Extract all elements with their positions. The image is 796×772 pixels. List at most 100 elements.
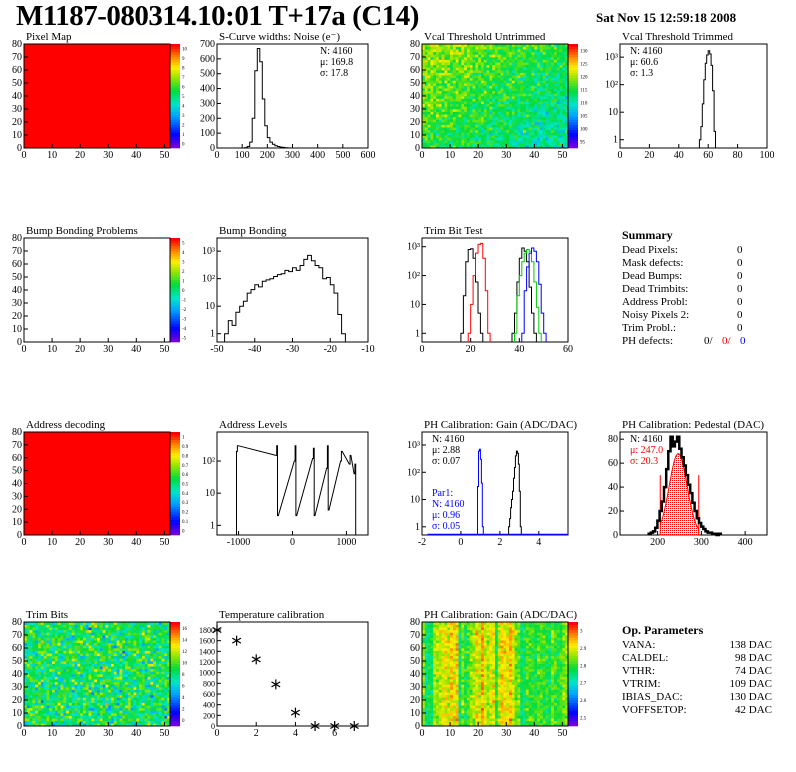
heatmap-cell	[464, 122, 468, 125]
x-tick-label: 200	[260, 150, 275, 161]
heatmap-cell	[503, 54, 507, 58]
heatmap-cell	[492, 67, 496, 71]
heatmap-cell	[478, 62, 482, 66]
heatmap-cell	[164, 720, 168, 724]
heatmap-cell	[88, 705, 92, 709]
heatmap-cell	[489, 101, 493, 105]
heatmap-cell	[141, 697, 146, 701]
heatmap-cell	[119, 718, 123, 722]
heatmap-cell	[97, 645, 101, 649]
heatmap-cell	[528, 62, 532, 66]
heatmap-cell	[422, 692, 426, 696]
heatmap-cell	[492, 101, 496, 105]
colorbar-segment	[568, 103, 578, 107]
heatmap-cell	[108, 723, 112, 727]
heatmap-cell	[74, 697, 78, 701]
heatmap-cell	[447, 54, 451, 58]
heatmap-cell	[542, 59, 546, 63]
heatmap-cell	[450, 103, 454, 107]
heatmap-cell	[150, 702, 154, 706]
heatmap-cell	[525, 101, 529, 105]
x-tick-label: 50	[159, 344, 169, 355]
heatmap-cell	[43, 715, 47, 719]
heatmap-cell	[430, 88, 434, 92]
heatmap-cell	[49, 627, 53, 631]
heatmap-cell	[539, 46, 544, 50]
heatmap-cell	[480, 101, 485, 105]
heatmap-cell	[66, 645, 70, 649]
heatmap-cell	[480, 109, 485, 112]
heatmap-cell	[514, 122, 518, 125]
heatmap-cell	[444, 127, 448, 131]
heatmap-cell	[517, 57, 521, 60]
heatmap-cell	[82, 648, 87, 651]
heatmap-cell	[60, 715, 64, 719]
heatmap-cell	[489, 98, 493, 102]
heatmap-cell	[125, 687, 129, 690]
heatmap-cell	[436, 57, 440, 60]
heatmap-cell	[514, 109, 518, 112]
heatmap-cell	[158, 658, 162, 662]
heatmap-cell	[427, 640, 431, 644]
heatmap-cell	[147, 681, 151, 685]
heatmap-cell	[452, 103, 456, 107]
heatmap-cell	[424, 145, 428, 149]
heatmap-cell	[537, 64, 541, 68]
heatmap-cell	[427, 129, 431, 133]
heatmap-cell	[441, 44, 445, 47]
heatmap-cell	[46, 645, 50, 649]
heatmap-cell	[24, 632, 28, 636]
heatmap-cell	[35, 684, 39, 688]
heatmap-cell	[497, 62, 501, 66]
heatmap-cell	[517, 49, 521, 53]
heatmap-cell	[545, 51, 549, 55]
colorbar-segment	[170, 44, 180, 47]
heatmap-cell	[427, 679, 431, 683]
heatmap-cell	[77, 661, 81, 664]
heatmap-cell	[24, 645, 28, 649]
heatmap-cell	[483, 140, 487, 144]
heatmap-cell	[43, 645, 47, 649]
x-tick-label: 2	[497, 537, 502, 548]
heatmap-cell	[553, 70, 558, 73]
heatmap-cell	[531, 96, 535, 99]
heatmap-cell	[438, 49, 442, 53]
heatmap-cell	[548, 70, 552, 73]
heatmap-cell	[60, 707, 64, 711]
date-stamp: Sat Nov 15 12:59:18 2008	[596, 10, 737, 25]
heatmap-cell	[447, 124, 451, 128]
colorbar-segment	[170, 323, 180, 327]
heatmap-cell	[489, 51, 493, 55]
heatmap-cell	[139, 676, 143, 680]
heatmap-cell	[539, 142, 544, 146]
heatmap-cell	[102, 655, 106, 659]
heatmap-cell	[475, 109, 479, 112]
heatmap-cell	[545, 90, 549, 94]
heatmap-cell	[542, 49, 546, 53]
heatmap-cell	[116, 681, 120, 685]
heatmap-cell	[480, 67, 485, 71]
heatmap-cell	[556, 137, 560, 141]
heatmap-cell	[40, 684, 44, 688]
heatmap-cell	[94, 637, 98, 641]
x-tick-label: -20	[324, 344, 337, 355]
heatmap-cell	[433, 127, 437, 131]
heatmap-cell	[517, 90, 521, 94]
heatmap-cell	[509, 70, 513, 73]
heatmap-cell	[422, 653, 426, 657]
heatmap-cell	[497, 83, 501, 86]
heatmap-cell	[99, 661, 103, 664]
heatmap-cell	[24, 684, 28, 688]
heatmap-cell	[565, 135, 569, 138]
heatmap-cell	[545, 137, 549, 141]
heatmap-cell	[108, 684, 112, 688]
heatmap-cell	[480, 129, 485, 133]
heatmap-cell	[125, 653, 129, 657]
heatmap-cell	[161, 635, 165, 638]
heatmap-cell	[480, 57, 485, 60]
heatmap-cell	[111, 676, 115, 680]
heatmap-cell	[144, 715, 148, 719]
heatmap-cell	[133, 671, 137, 675]
heatmap-cell	[122, 707, 126, 711]
heatmap-cell	[43, 684, 47, 688]
